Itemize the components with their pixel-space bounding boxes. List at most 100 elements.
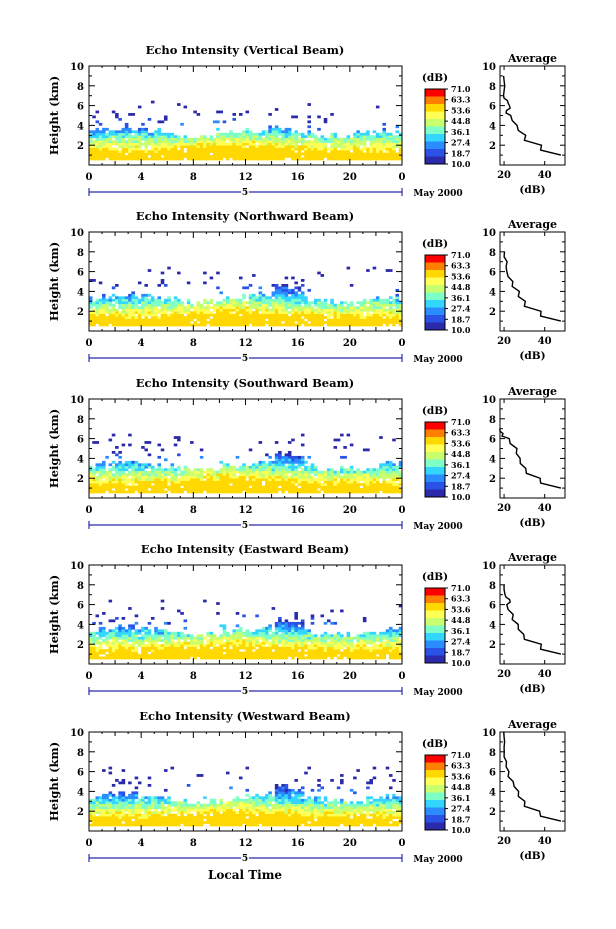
heatmap-cell — [304, 135, 308, 139]
heatmap-cell — [330, 301, 334, 305]
heatmap-cell — [180, 634, 184, 638]
heatmap-cell — [356, 480, 360, 484]
heatmap-cell — [92, 488, 96, 491]
heatmap-cell — [131, 636, 135, 640]
heatmap-cell — [369, 321, 373, 324]
heatmap-cell — [186, 140, 191, 144]
heatmap-cell — [128, 135, 132, 139]
heatmap-cell — [388, 296, 393, 300]
heatmap-cell — [307, 303, 312, 307]
heatmap-cell — [349, 137, 354, 141]
heatmap-cell — [340, 142, 344, 146]
heatmap-cell — [209, 644, 214, 647]
heatmap-cell — [118, 634, 122, 638]
heatmap-cell — [274, 460, 279, 464]
heatmap-cell — [392, 475, 396, 479]
heatmap-cell — [124, 644, 129, 647]
heatmap-cell — [144, 145, 148, 148]
heatmap-cell — [359, 140, 364, 144]
heatmap-cell — [238, 468, 243, 472]
heatmap-cell — [118, 463, 122, 467]
x-tick-label: 0 — [86, 172, 93, 183]
heatmap-cell — [366, 654, 370, 657]
heatmap-cell — [320, 634, 325, 638]
heatmap-cell — [186, 490, 191, 494]
heatmap-cell — [255, 313, 259, 317]
panel-title: Echo Intensity (Vertical Beam) — [146, 43, 345, 57]
heatmap-cell — [284, 152, 289, 156]
heatmap-cell — [398, 644, 403, 647]
heatmap-cell — [229, 649, 233, 652]
heatmap-cell — [235, 641, 240, 645]
heatmap-cell — [274, 636, 279, 640]
heatmap-cell — [115, 298, 119, 302]
heatmap-cell — [271, 478, 276, 481]
heatmap-cell — [388, 478, 393, 481]
heatmap-cell — [154, 318, 158, 322]
heatmap-cell — [157, 475, 162, 479]
heatmap-cell — [144, 303, 148, 307]
heatmap-cell — [95, 818, 100, 822]
heatmap-cell — [121, 470, 126, 474]
heatmap-cell — [385, 475, 390, 479]
heatmap-cell — [219, 485, 223, 489]
heatmap-cell — [320, 157, 325, 161]
heatmap-cell — [353, 656, 357, 660]
heatmap-cell — [199, 455, 204, 459]
heatmap-cell — [209, 483, 214, 486]
heatmap-cell — [310, 468, 315, 472]
y-tick-label: 6 — [77, 268, 84, 279]
heatmap-cell — [157, 634, 162, 638]
heatmap-cell — [398, 137, 403, 141]
heatmap-cell — [206, 480, 210, 484]
heatmap-cell — [89, 318, 93, 322]
heatmap-cell — [229, 488, 233, 491]
heatmap-cell — [258, 145, 263, 148]
heatmap-cell — [199, 321, 204, 324]
heatmap-cell — [379, 649, 383, 652]
heatmap-cell — [163, 631, 168, 635]
heatmap-cell — [379, 646, 383, 650]
avg-x-tick-label: 40 — [538, 503, 552, 514]
heatmap-cell — [307, 288, 312, 292]
heatmap-cell — [131, 301, 135, 305]
heatmap-cell — [388, 626, 393, 630]
heatmap-cell — [278, 303, 282, 307]
heatmap-cell — [304, 646, 308, 650]
heatmap-cell — [177, 301, 181, 305]
colorbar-label: 71.0 — [451, 84, 471, 94]
heatmap-cell — [95, 823, 100, 827]
heatmap-cell — [375, 470, 380, 474]
heatmap-cell — [278, 127, 282, 131]
heatmap-cell — [379, 157, 383, 161]
heatmap-cell — [118, 306, 122, 310]
heatmap-cell — [287, 483, 292, 486]
heatmap-cell — [359, 473, 364, 477]
heatmap-cell — [141, 636, 145, 640]
heatmap-cell — [284, 318, 289, 322]
heatmap-cell — [141, 132, 145, 136]
heatmap-cell — [183, 137, 188, 141]
heatmap-cell — [98, 463, 103, 467]
heatmap-cell — [366, 150, 370, 153]
heatmap-cell — [242, 130, 246, 134]
heatmap-cell — [287, 298, 292, 302]
heatmap-cell — [248, 654, 253, 657]
heatmap-cell — [154, 132, 158, 136]
colorbar-swatch — [425, 595, 445, 604]
heatmap-cell — [336, 145, 341, 148]
heatmap-cell — [340, 634, 344, 638]
heatmap-cell — [300, 137, 305, 141]
heatmap-cell — [284, 470, 289, 474]
heatmap-cell — [353, 311, 357, 314]
heatmap-cell — [320, 478, 325, 481]
heatmap-cell — [349, 656, 354, 660]
heatmap-cell — [248, 135, 253, 139]
heatmap-cell — [252, 306, 256, 310]
heatmap-cell — [372, 135, 377, 139]
heatmap-cell — [206, 150, 210, 153]
heatmap-cell — [229, 656, 233, 660]
heatmap-cell — [385, 644, 390, 647]
heatmap-cell — [111, 473, 116, 477]
heatmap-cell — [225, 157, 230, 161]
